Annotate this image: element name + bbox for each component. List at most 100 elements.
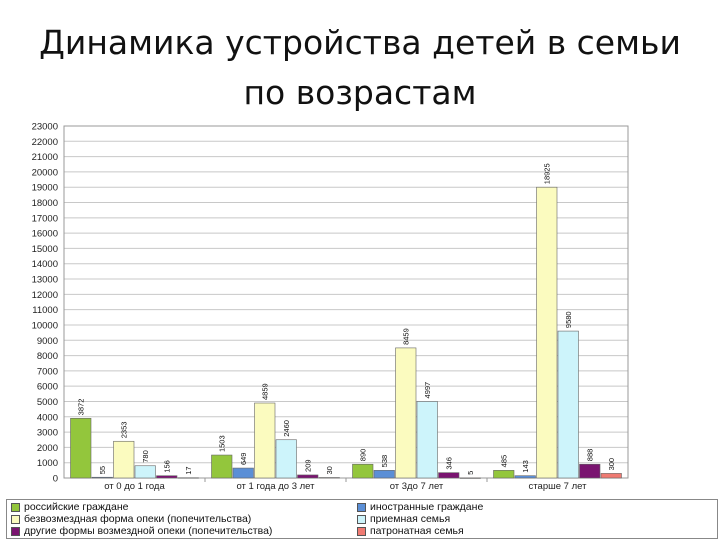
- bar: [91, 476, 113, 479]
- legend-label: патронатная семья: [370, 525, 464, 538]
- y-tick-label: 5000: [37, 397, 58, 408]
- y-tick-label: 23000: [32, 122, 58, 133]
- data-label: 649: [239, 453, 248, 466]
- data-label: 346: [445, 457, 454, 470]
- bar: [177, 477, 199, 479]
- bar: [557, 330, 579, 479]
- data-label: 4997: [423, 382, 432, 399]
- y-tick-label: 14000: [32, 259, 58, 270]
- bar: [579, 463, 601, 479]
- y-tick-label: 10000: [32, 320, 58, 331]
- y-tick-label: 12000: [32, 290, 58, 301]
- bar: [254, 402, 276, 479]
- y-tick-label: 0: [53, 474, 58, 485]
- data-label: 888: [586, 449, 595, 462]
- bar: [156, 475, 178, 479]
- bar: [395, 347, 417, 479]
- y-tick-label: 16000: [32, 229, 58, 240]
- data-label: 538: [380, 455, 389, 468]
- data-label: 485: [500, 455, 509, 468]
- legend-label: безвозмездная форма опеки (попечительств…: [24, 513, 252, 526]
- data-label: 780: [141, 450, 150, 463]
- data-label: 30: [325, 466, 334, 474]
- bar: [275, 439, 297, 479]
- legend-swatch: [357, 526, 366, 536]
- data-label: 5: [466, 471, 475, 475]
- bar: [232, 467, 254, 479]
- y-tick-label: 22000: [32, 137, 58, 148]
- bar: [514, 475, 536, 479]
- data-label: 2460: [282, 420, 291, 437]
- legend-swatch: [357, 502, 366, 512]
- y-tick-label: 1000: [37, 458, 58, 469]
- bar: [416, 401, 438, 479]
- x-tick-label: от 0 до 1 года: [104, 481, 165, 492]
- y-tick-label: 15000: [32, 244, 58, 255]
- y-tick-label: 19000: [32, 183, 58, 194]
- bar: [459, 477, 481, 479]
- data-label: 18925: [543, 163, 552, 184]
- data-label: 55: [98, 466, 107, 474]
- legend-swatch: [11, 514, 20, 524]
- bar: [536, 186, 558, 479]
- y-tick-label: 13000: [32, 275, 58, 286]
- bar: [318, 477, 340, 479]
- slide-title: Динамика устройства детей в семьи по воз…: [0, 18, 720, 118]
- chart-legend: российские граждане иностранные граждане…: [6, 499, 718, 539]
- legend-item-patronage: патронатная семья: [357, 525, 464, 537]
- bar: [352, 463, 374, 479]
- y-tick-label: 18000: [32, 198, 58, 209]
- bar: [373, 470, 395, 479]
- legend-item-russian: российские граждане: [11, 501, 129, 513]
- legend-swatch: [11, 502, 20, 512]
- y-tick-label: 21000: [32, 152, 58, 163]
- legend-label: иностранные граждане: [370, 501, 484, 514]
- bar: [438, 472, 460, 479]
- bar: [211, 454, 233, 479]
- data-label: 4859: [261, 383, 270, 400]
- y-tick-label: 4000: [37, 412, 58, 423]
- data-label: 1503: [218, 435, 227, 452]
- legend-item-foreign: иностранные граждане: [357, 501, 483, 513]
- legend-swatch: [357, 514, 366, 524]
- chart-area: 0 1000 2000 3000 4000 5000 6000 7000 8000 9000 100…: [6, 118, 634, 494]
- y-tick-label: 2000: [37, 443, 58, 454]
- bar: [600, 473, 622, 479]
- data-label: 890: [359, 449, 368, 462]
- data-label: 300: [607, 458, 616, 471]
- bar: [70, 418, 92, 479]
- bar: [297, 474, 319, 479]
- data-label: 209: [304, 459, 313, 472]
- data-label: 2353: [120, 422, 129, 439]
- bar-chart: 0 1000 2000 3000 4000 5000 6000 7000 8000 9000 100…: [32, 122, 629, 492]
- data-label: 17: [184, 466, 193, 474]
- y-tick-label: 6000: [37, 382, 58, 393]
- x-tick-label: от 1 года до 3 лет: [236, 481, 315, 492]
- y-tick-label: 20000: [32, 167, 58, 178]
- y-tick-label: 3000: [37, 428, 58, 439]
- legend-label: приемная семья: [370, 513, 451, 526]
- data-label: 3872: [77, 399, 86, 416]
- legend-item-free-guardianship: безвозмездная форма опеки (попечительств…: [11, 513, 251, 525]
- legend-item-other-paid: другие формы возмездной опеки (попечител…: [11, 525, 272, 537]
- data-label: 156: [163, 460, 172, 473]
- y-tick-label: 17000: [32, 213, 58, 224]
- data-label: 143: [521, 460, 530, 473]
- slide-title-line-1: Динамика устройства детей в семьи: [39, 23, 681, 62]
- bar: [113, 440, 135, 479]
- legend-item-foster-family: приемная семья: [357, 513, 450, 525]
- y-tick-label: 11000: [32, 305, 58, 316]
- y-tick-label: 9000: [37, 336, 58, 347]
- y-tick-label: 7000: [37, 366, 58, 377]
- data-label: 8459: [402, 328, 411, 345]
- legend-swatch: [11, 526, 20, 536]
- legend-label: российские граждане: [24, 501, 129, 514]
- data-label: 9580: [564, 311, 573, 328]
- legend-label: другие формы возмездной опеки (попечител…: [24, 525, 273, 538]
- x-tick-label: старше 7 лет: [529, 481, 588, 492]
- bar: [493, 470, 515, 479]
- y-tick-label: 8000: [37, 351, 58, 362]
- bar: [134, 465, 156, 479]
- slide-title-line-2: по возрастам: [243, 73, 477, 112]
- x-tick-label: от 3до 7 лет: [390, 481, 444, 492]
